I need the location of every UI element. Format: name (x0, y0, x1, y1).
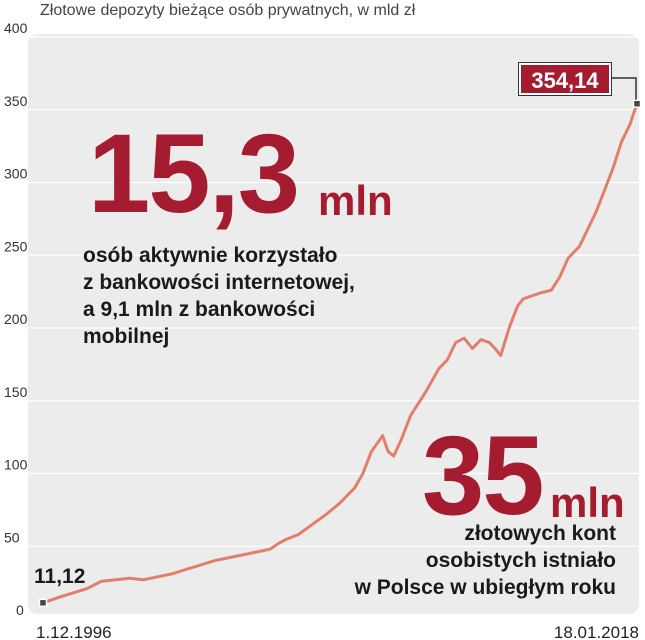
y-tick-label: 250 (4, 238, 28, 254)
y-tick-label: 150 (4, 384, 28, 400)
y-tick-label: 400 (4, 20, 28, 36)
chart-subtitle: Złotowe depozyty bieżące osób prywatnych… (40, 2, 416, 19)
callout-personal-accounts: 35 mln złotowych kont osobistych istniał… (340, 413, 625, 600)
y-tick-label: 200 (4, 311, 28, 327)
callout-2-unit: mln (550, 479, 625, 526)
callout-1-number: 15,3 (88, 111, 300, 236)
callout-2-line: w Polsce w ubiegłym roku (354, 576, 616, 599)
callout-1-line: osób aktywnie korzystało (83, 244, 338, 267)
end-point-marker (632, 99, 642, 108)
callout-2-line: złotowych kont (464, 522, 616, 545)
callout-1-line: a 9,1 mln z bankowości (83, 298, 316, 321)
end-label-connector (611, 77, 637, 100)
chart-grid (0, 36, 639, 620)
callout-1-unit: mln (318, 177, 393, 224)
x-tick-start: 1.12.1996 (36, 623, 112, 640)
y-tick-label: 350 (4, 93, 28, 109)
start-point-marker (38, 598, 48, 608)
y-axis: 0 50 100 150 200 250 300 350 400 (4, 20, 28, 618)
callout-2-line: osobistych istniało (425, 549, 616, 572)
callout-1-line: mobilnej (83, 325, 170, 348)
callout-2-number: 35 (422, 413, 545, 538)
y-tick-label: 0 (16, 602, 24, 618)
x-tick-end: 18.01.2018 (554, 623, 639, 640)
y-tick-label: 300 (4, 166, 28, 182)
start-value-label: 11,12 (34, 565, 86, 588)
y-tick-label: 50 (4, 529, 20, 545)
chart-panel (28, 34, 639, 614)
end-value-label: 354,14 (518, 62, 612, 96)
y-tick-label: 100 (4, 457, 28, 473)
series-line (41, 102, 639, 605)
callout-1-line: z bankowości internetowej, (83, 271, 355, 294)
